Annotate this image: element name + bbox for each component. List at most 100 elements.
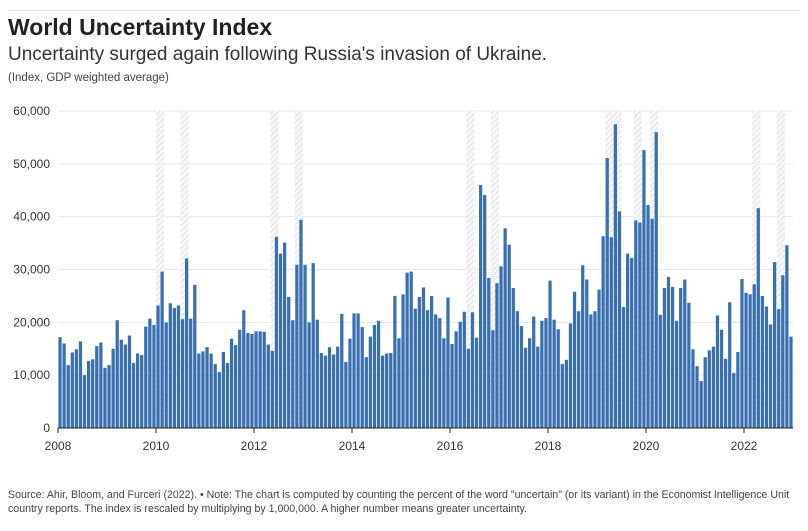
bar [748, 294, 752, 428]
bar [184, 258, 189, 428]
bar [238, 329, 242, 428]
bar [523, 347, 528, 428]
bar [405, 272, 409, 428]
bar [756, 208, 760, 428]
bar [789, 336, 793, 428]
bar [233, 345, 238, 428]
bar [323, 355, 328, 428]
bar [625, 253, 630, 428]
y-tick-label: 10,000 [13, 368, 50, 382]
x-tick-label: 2018 [535, 439, 562, 453]
bar [287, 296, 291, 428]
bar [119, 339, 123, 428]
highlight-band [180, 111, 185, 428]
bar [299, 219, 303, 428]
bar [397, 338, 401, 428]
bar [144, 326, 148, 428]
bar [131, 363, 136, 428]
bar [605, 158, 609, 428]
bar [217, 371, 221, 428]
source-note: Source: Ahir, Bloom, and Furceri (2022).… [8, 489, 790, 515]
highlight-band [466, 111, 471, 428]
bar-chart: 0 10,000 20,000 30,000 40,000 50,000 60,000 200… [13, 104, 793, 453]
bar [450, 343, 454, 428]
y-tick-label: 20,000 [13, 315, 50, 329]
bar [327, 347, 332, 428]
bar [262, 331, 266, 428]
bar [666, 276, 671, 428]
bar [372, 324, 377, 428]
bar [205, 347, 209, 428]
bar [429, 295, 434, 428]
bar [785, 245, 789, 428]
bar [715, 315, 720, 428]
bar [548, 280, 552, 428]
bar [111, 348, 115, 428]
highlight-band [752, 111, 757, 428]
x-tick-label: 2012 [241, 439, 268, 453]
bar [519, 326, 524, 428]
highlight-band [494, 111, 499, 428]
bar [642, 150, 646, 428]
bar [511, 287, 515, 428]
bar [258, 331, 262, 428]
bar [156, 305, 160, 428]
bar [560, 364, 564, 428]
gridlines [58, 110, 793, 376]
bar [491, 330, 495, 428]
bar [103, 367, 107, 428]
x-tick-label: 2022 [731, 439, 758, 453]
bar [483, 195, 487, 428]
bar [772, 262, 777, 428]
bar [662, 287, 667, 428]
bar [699, 380, 703, 428]
y-tick-label: 50,000 [13, 157, 50, 171]
bar [385, 353, 389, 428]
bar [303, 264, 307, 428]
bar [274, 236, 279, 428]
bar [540, 320, 544, 428]
highlight-band [270, 111, 275, 428]
bar [609, 237, 613, 428]
bar [352, 313, 356, 428]
bar [368, 336, 373, 428]
bar [532, 316, 536, 428]
bar [703, 357, 707, 428]
highlight-band [780, 111, 785, 428]
bar [421, 287, 426, 428]
chart-title: World Uncertainty Index [8, 14, 273, 40]
bar [670, 286, 675, 428]
bar [777, 309, 781, 428]
highlight-band [776, 111, 781, 428]
bar [115, 320, 119, 428]
x-tick-label: 2016 [437, 439, 464, 453]
bar [568, 323, 573, 428]
bar [91, 359, 95, 428]
bar [340, 313, 344, 428]
y-tick-label: 60,000 [13, 104, 50, 118]
bar [646, 205, 650, 428]
bar [630, 257, 634, 428]
bar [650, 218, 654, 428]
bar [319, 352, 324, 428]
bar [695, 366, 699, 428]
bar [389, 352, 393, 428]
x-tick-label: 2010 [143, 439, 170, 453]
bar [66, 365, 70, 428]
bar [707, 350, 711, 428]
bar [466, 348, 471, 428]
bar [99, 342, 103, 428]
bar [768, 324, 773, 428]
bar [719, 329, 724, 428]
x-tick-label: 2014 [339, 439, 366, 453]
bar [470, 312, 475, 428]
bar [536, 346, 540, 428]
bar [658, 314, 662, 428]
bar [458, 321, 462, 428]
bar [62, 343, 66, 428]
bar [781, 275, 785, 428]
bar [266, 344, 270, 428]
bar [711, 346, 716, 428]
bar [380, 355, 385, 428]
y-tick-label: 0 [43, 421, 50, 435]
